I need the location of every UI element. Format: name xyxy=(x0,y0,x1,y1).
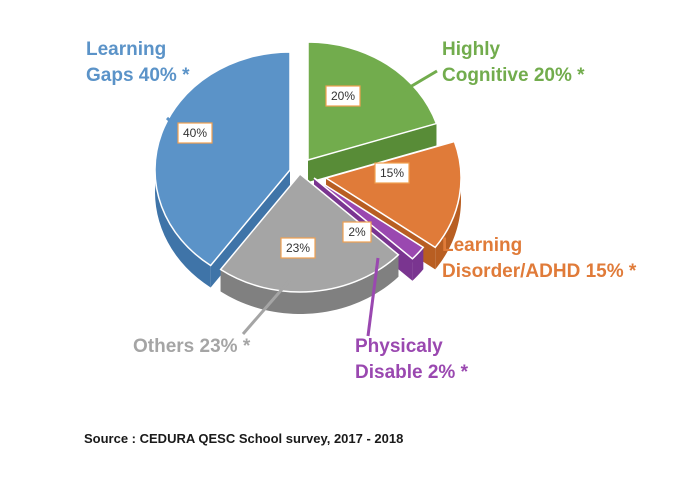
data-label: 2% xyxy=(348,225,366,239)
category-label: Disorder/ADHD 15% * xyxy=(442,261,637,282)
data-label: 15% xyxy=(380,166,404,180)
data-label-box xyxy=(342,221,372,243)
data-label-box xyxy=(325,85,361,107)
category-label: Physicaly xyxy=(355,336,443,357)
category-label: Gaps 40% * xyxy=(86,65,190,86)
leader-line xyxy=(387,69,438,102)
data-label-box xyxy=(374,162,410,184)
pie-slice xyxy=(154,51,291,267)
pie-slice xyxy=(324,140,462,249)
category-label: Others 23% * xyxy=(133,336,251,357)
category-label: Learning xyxy=(442,235,522,256)
leader-line xyxy=(241,279,292,335)
data-label: 40% xyxy=(183,126,207,140)
pie-slice xyxy=(313,177,425,260)
category-label: Learning xyxy=(86,39,166,60)
pie-slice-side xyxy=(435,141,461,270)
pie-slice-side xyxy=(220,254,399,314)
data-label-box xyxy=(177,122,213,144)
data-label: 23% xyxy=(286,241,310,255)
category-label: Cognitive 20% * xyxy=(442,65,585,86)
source-note: Source : CEDURA QESC School survey, 2017… xyxy=(84,431,404,446)
pie-slice-face xyxy=(308,123,437,182)
data-label: 20% xyxy=(331,89,355,103)
leader-line xyxy=(366,257,380,337)
data-label-box xyxy=(280,237,316,259)
category-label: Disable 2% * xyxy=(355,362,469,383)
pie-slice xyxy=(307,41,438,161)
pie-slice xyxy=(219,172,400,293)
leader-line xyxy=(404,203,438,235)
category-label: Highly xyxy=(442,39,500,60)
